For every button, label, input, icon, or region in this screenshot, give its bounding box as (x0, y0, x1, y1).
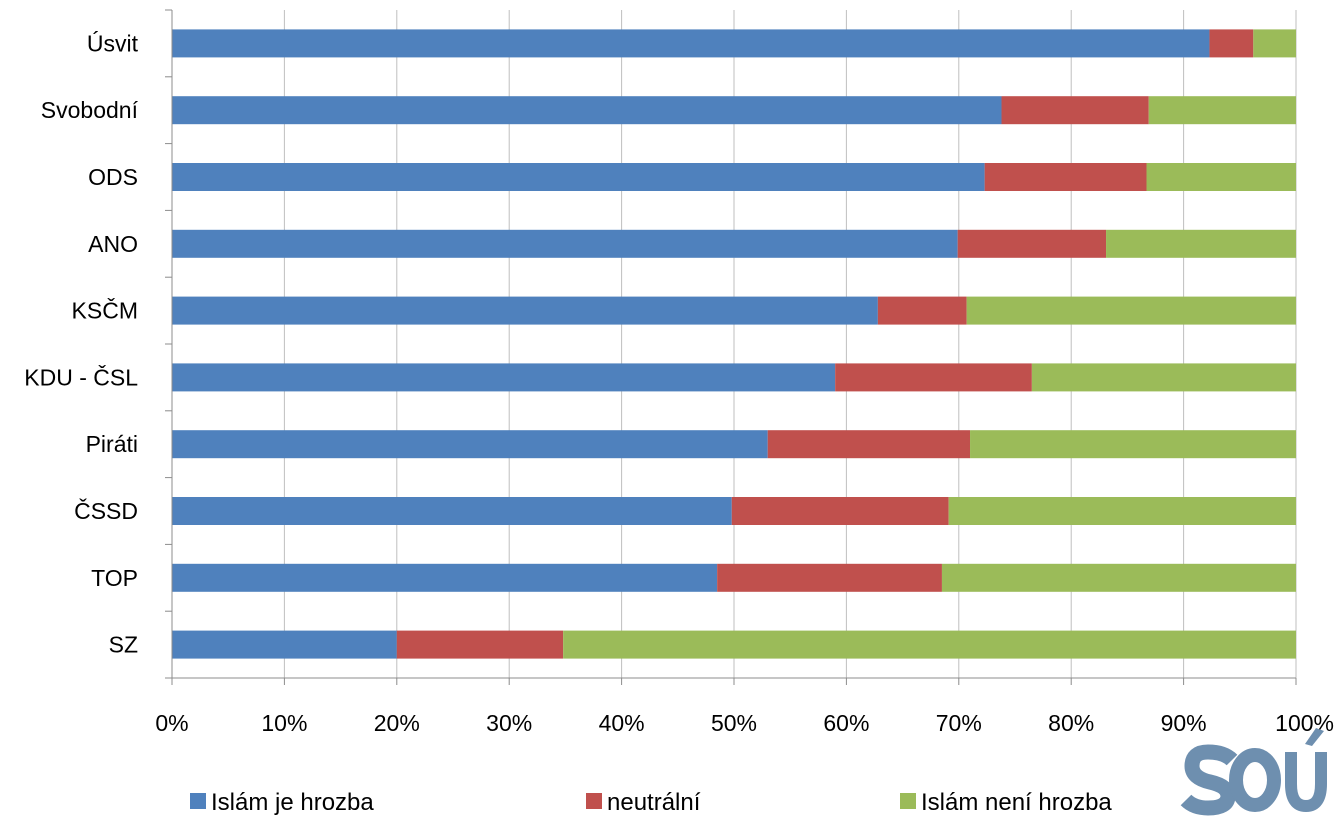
bar-segment (172, 430, 768, 459)
x-tick-label: 20% (374, 710, 420, 736)
bar-segment (767, 430, 971, 459)
bars (172, 29, 1296, 659)
bar-segment (717, 563, 942, 592)
logo-accent (1305, 728, 1324, 746)
legend-swatch (190, 793, 206, 809)
legend-label: Islám není hrozba (921, 789, 1112, 816)
legend-label: neutrální (607, 789, 701, 816)
category-label: TOP (91, 565, 138, 591)
axes (165, 9, 1297, 685)
bar-segment (172, 630, 397, 659)
bar-segment (1146, 163, 1296, 191)
logo-letter-u (1285, 752, 1327, 813)
logo-letter-s (1180, 744, 1238, 816)
bar-segment (172, 497, 732, 525)
bar-segment (1031, 363, 1296, 392)
legend-label: Islám je hrozba (211, 789, 374, 816)
x-tick-label: 70% (936, 710, 982, 736)
category-label: Úsvit (87, 30, 139, 56)
legend: Islám je hrozba neutrální Islám není hrozb… (190, 789, 1112, 816)
legend-swatch (586, 793, 602, 809)
x-tick-label: 60% (823, 710, 869, 736)
bar-segment (877, 296, 967, 325)
bar-segment (957, 229, 1107, 258)
category-label: ANO (88, 231, 138, 257)
bar-segment (172, 563, 718, 592)
x-tick-label: 0% (155, 710, 188, 736)
sou-logo-icon (1180, 728, 1327, 816)
logo (1180, 728, 1327, 816)
bar-segment (948, 497, 1296, 525)
bar-segment (172, 163, 985, 191)
category-label: Piráti (86, 431, 138, 457)
category-label: ČSSD (74, 497, 138, 524)
bar-segment (172, 229, 958, 258)
category-label: SZ (109, 632, 138, 658)
x-tick-label: 50% (711, 710, 757, 736)
bar-segment (835, 363, 1032, 392)
x-tick-labels: 0% 10% 20% 30% 40% 50% 60% 70% 80% 90% 100% (155, 710, 1334, 736)
bar-segment (563, 630, 1296, 659)
bar-segment (1253, 29, 1296, 58)
category-label: ODS (88, 164, 138, 190)
bar-segment (1148, 96, 1296, 125)
bar-segment (1209, 29, 1254, 58)
logo-letter-o (1229, 748, 1281, 812)
category-label: Svobodní (41, 97, 139, 123)
bar-segment (396, 630, 564, 659)
x-tick-label: 90% (1161, 710, 1207, 736)
bar-segment (172, 296, 878, 325)
bar-segment (970, 430, 1296, 459)
bar-segment (966, 296, 1296, 325)
category-labels: Úsvit Svobodní ODS ANO KSČM KDU - ČSL Piráti ČS… (24, 30, 138, 657)
x-tick-label: 80% (1048, 710, 1094, 736)
legend-swatch (900, 793, 916, 809)
bar-segment (172, 29, 1210, 58)
bar-segment (172, 96, 1002, 125)
bar-segment (172, 363, 836, 392)
x-tick-label: 40% (599, 710, 645, 736)
bar-segment (731, 497, 949, 525)
x-tick-label: 30% (486, 710, 532, 736)
bar-segment (1001, 96, 1149, 125)
category-label: KDU - ČSL (24, 363, 138, 390)
x-tick-label: 100% (1275, 710, 1334, 736)
category-label: KSČM (72, 297, 138, 324)
bar-segment (984, 163, 1147, 191)
bar-segment (941, 563, 1296, 592)
bar-segment (1106, 229, 1296, 258)
x-tick-label: 10% (261, 710, 307, 736)
